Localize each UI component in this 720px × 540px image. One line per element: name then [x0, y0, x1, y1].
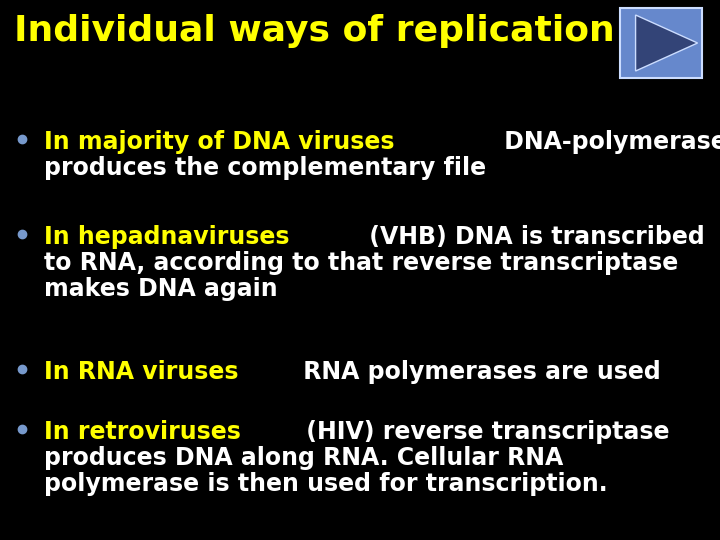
Text: Individual ways of replication: Individual ways of replication — [14, 14, 615, 48]
Text: In RNA viruses: In RNA viruses — [44, 360, 238, 384]
Text: (HIV) reverse transcriptase: (HIV) reverse transcriptase — [298, 420, 670, 444]
Text: In majority of DNA viruses: In majority of DNA viruses — [44, 130, 395, 154]
Text: to RNA, according to that reverse transcriptase: to RNA, according to that reverse transc… — [44, 251, 678, 275]
Text: produces the complementary file: produces the complementary file — [44, 156, 486, 180]
Text: (VHB) DNA is transcribed: (VHB) DNA is transcribed — [361, 225, 705, 249]
Text: makes DNA again: makes DNA again — [44, 277, 278, 301]
Text: In retroviruses: In retroviruses — [44, 420, 241, 444]
Text: RNA polymerases are used: RNA polymerases are used — [295, 360, 661, 384]
Text: In hepadnaviruses: In hepadnaviruses — [44, 225, 289, 249]
Text: produces DNA along RNA. Cellular RNA: produces DNA along RNA. Cellular RNA — [44, 446, 563, 470]
Bar — [620, 8, 702, 78]
Text: DNA-polymerase: DNA-polymerase — [496, 130, 720, 154]
Text: polymerase is then used for transcription.: polymerase is then used for transcriptio… — [44, 472, 608, 496]
Polygon shape — [636, 15, 698, 71]
